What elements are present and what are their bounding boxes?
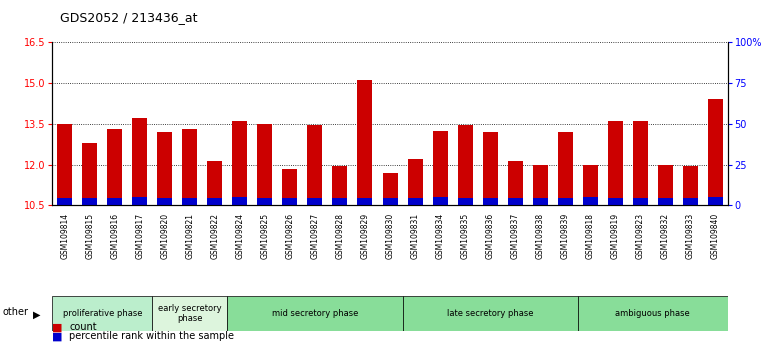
Bar xyxy=(608,198,623,205)
Text: GSM109833: GSM109833 xyxy=(685,213,695,259)
Text: GSM109837: GSM109837 xyxy=(511,213,520,259)
Bar xyxy=(182,198,197,205)
Text: GSM109821: GSM109821 xyxy=(186,213,194,259)
Bar xyxy=(557,132,573,205)
Bar xyxy=(182,129,197,205)
Text: late secretory phase: late secretory phase xyxy=(447,309,534,318)
Bar xyxy=(307,125,323,205)
Bar xyxy=(683,198,698,205)
Bar xyxy=(57,124,72,205)
Bar xyxy=(533,198,547,205)
Bar xyxy=(357,80,373,205)
Text: other: other xyxy=(2,307,28,316)
Bar xyxy=(233,196,247,205)
Bar xyxy=(407,198,423,205)
Bar xyxy=(152,296,227,331)
Text: GSM109814: GSM109814 xyxy=(60,213,69,259)
Text: GSM109831: GSM109831 xyxy=(410,213,420,259)
Text: ■: ■ xyxy=(52,331,63,341)
Bar xyxy=(227,296,403,331)
Bar xyxy=(403,296,578,331)
Bar xyxy=(383,198,397,205)
Bar xyxy=(357,198,373,205)
Bar xyxy=(533,165,547,205)
Bar xyxy=(708,99,723,205)
Text: proliferative phase: proliferative phase xyxy=(62,309,142,318)
Bar xyxy=(383,173,397,205)
Text: GSM109823: GSM109823 xyxy=(635,213,644,259)
Bar xyxy=(132,119,147,205)
Bar xyxy=(483,198,497,205)
Bar xyxy=(82,198,97,205)
Bar xyxy=(157,198,172,205)
Text: GSM109829: GSM109829 xyxy=(360,213,370,259)
Text: GSM109825: GSM109825 xyxy=(260,213,269,259)
Bar xyxy=(708,196,723,205)
Bar xyxy=(658,198,673,205)
Bar xyxy=(433,196,447,205)
Bar xyxy=(333,166,347,205)
Text: percentile rank within the sample: percentile rank within the sample xyxy=(69,331,234,341)
Bar xyxy=(583,165,598,205)
Text: GSM109836: GSM109836 xyxy=(486,213,494,259)
Bar xyxy=(658,165,673,205)
Bar xyxy=(507,161,523,205)
Text: GSM109819: GSM109819 xyxy=(611,213,620,259)
Bar xyxy=(257,198,273,205)
Text: GSM109830: GSM109830 xyxy=(386,213,394,259)
Text: GSM109824: GSM109824 xyxy=(236,213,244,259)
Bar xyxy=(608,121,623,205)
Text: GSM109827: GSM109827 xyxy=(310,213,320,259)
Text: mid secretory phase: mid secretory phase xyxy=(272,309,358,318)
Text: ■: ■ xyxy=(52,322,63,332)
Bar xyxy=(257,124,273,205)
Text: ▶: ▶ xyxy=(33,310,41,320)
Text: early secretory
phase: early secretory phase xyxy=(158,304,222,323)
Bar xyxy=(82,143,97,205)
Bar xyxy=(283,169,297,205)
Text: GSM109817: GSM109817 xyxy=(136,213,145,259)
Text: GSM109826: GSM109826 xyxy=(286,213,294,259)
Text: GSM109818: GSM109818 xyxy=(586,213,594,259)
Bar xyxy=(52,296,152,331)
Bar xyxy=(578,296,728,331)
Text: count: count xyxy=(69,322,97,332)
Bar xyxy=(633,198,648,205)
Bar xyxy=(207,198,223,205)
Text: GSM109840: GSM109840 xyxy=(711,213,720,259)
Bar xyxy=(507,198,523,205)
Bar xyxy=(307,198,323,205)
Text: GSM109834: GSM109834 xyxy=(436,213,444,259)
Bar xyxy=(233,121,247,205)
Bar xyxy=(433,131,447,205)
Bar xyxy=(633,121,648,205)
Text: GSM109816: GSM109816 xyxy=(110,213,119,259)
Text: GSM109820: GSM109820 xyxy=(160,213,169,259)
Text: GSM109828: GSM109828 xyxy=(336,213,344,259)
Text: GDS2052 / 213436_at: GDS2052 / 213436_at xyxy=(60,11,198,24)
Bar xyxy=(207,161,223,205)
Text: ambiguous phase: ambiguous phase xyxy=(615,309,690,318)
Bar xyxy=(157,132,172,205)
Text: GSM109832: GSM109832 xyxy=(661,213,670,259)
Bar xyxy=(132,196,147,205)
Bar xyxy=(333,198,347,205)
Text: GSM109838: GSM109838 xyxy=(536,213,544,259)
Text: GSM109822: GSM109822 xyxy=(210,213,219,259)
Text: GSM109835: GSM109835 xyxy=(460,213,470,259)
Bar xyxy=(583,196,598,205)
Bar xyxy=(107,129,122,205)
Text: GSM109815: GSM109815 xyxy=(85,213,95,259)
Text: GSM109839: GSM109839 xyxy=(561,213,570,259)
Bar xyxy=(557,198,573,205)
Bar xyxy=(683,166,698,205)
Bar xyxy=(407,159,423,205)
Bar xyxy=(457,125,473,205)
Bar xyxy=(57,198,72,205)
Bar xyxy=(283,198,297,205)
Bar xyxy=(483,132,497,205)
Bar xyxy=(107,198,122,205)
Bar xyxy=(457,198,473,205)
